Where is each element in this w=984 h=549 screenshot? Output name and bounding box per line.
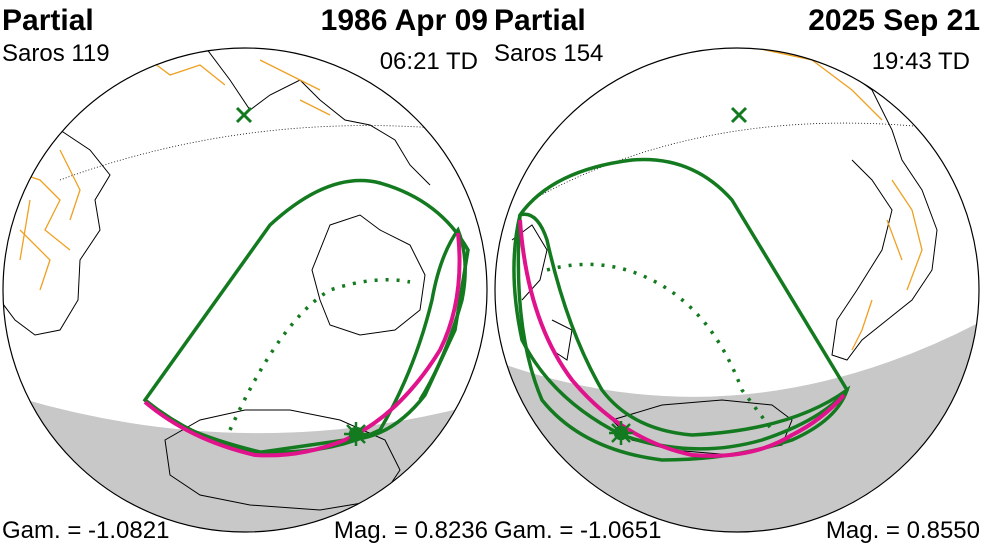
rise-set-curve [143,226,467,455]
saros-label: Saros 154 [494,40,604,67]
eclipse-type-label: Partial [494,4,586,37]
magnitude-value: Mag. = 0.8236 [333,517,488,544]
gamma-value: Gam. = -1.0651 [494,517,662,544]
americas-coast [731,48,938,361]
globe-outline [2,47,488,533]
eclipse-date: 1986 Apr 09 [320,4,488,37]
globe-map-2025 [494,47,980,533]
saros-label: Saros 119 [2,40,110,67]
globe-disk [3,48,487,532]
rise-set-curve [516,212,851,462]
magnitude-value: Mag. = 0.8550 [825,517,980,544]
ecliptic-line [531,122,953,201]
eclipse-date: 2025 Sep 21 [808,4,980,37]
eclipse-panel-1986: Partial 1986 Apr 09 Saros 119 06:21 TD G… [2,4,488,544]
greatest-eclipse-star-icon [609,421,633,445]
penumbra-limit-curve [512,157,850,451]
africa-borders [9,149,81,291]
night-region [495,320,979,532]
greatest-eclipse-star-icon [344,422,368,446]
max-eclipse-curve [143,232,462,458]
oceania-coast [511,224,573,361]
gamma-value: Gam. = -1.0821 [2,517,170,544]
globe-map-1986 [2,47,488,533]
max-eclipse-curve [518,219,846,458]
antarctica-coast [164,409,401,511]
globe-outline [494,47,980,533]
australia-coast [311,214,426,336]
central-dotted-path [228,278,411,431]
americas-borders [741,48,923,351]
ecliptic-line [59,125,461,181]
subsolar-point-x-icon [235,106,253,124]
subsolar-point-x-icon [730,106,748,124]
eclipse-panel-2025: Partial 2025 Sep 21 Saros 154 19:43 TD G… [492,0,984,549]
eclipse-type-label: Partial [2,4,94,37]
eclipse-time: 19:43 TD [871,48,970,75]
eclipse-time: 06:21 TD [379,48,478,75]
africa-coast [3,109,111,336]
asia-borders [149,59,331,116]
